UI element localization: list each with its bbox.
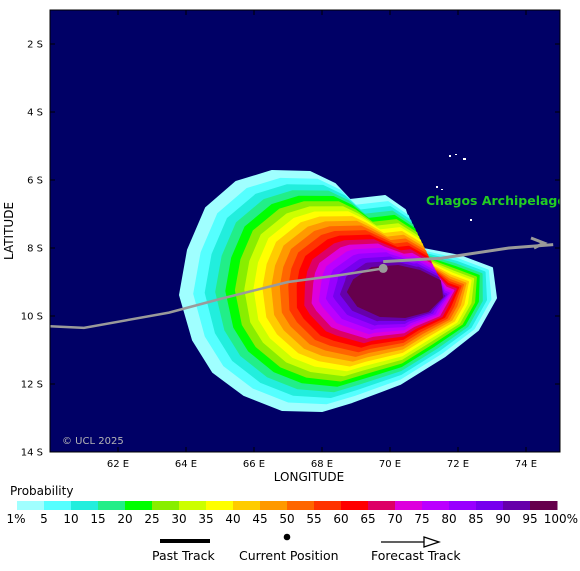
x-tick-label: 66 E — [243, 459, 265, 470]
chagos-archipelago-label: Chagos Archipelago — [426, 193, 566, 208]
scale-label: 80 — [441, 512, 456, 526]
scale-swatch — [449, 501, 477, 510]
scale-swatch — [530, 501, 558, 510]
scale-label: 1% — [6, 512, 25, 526]
scale-label: 55 — [306, 512, 321, 526]
scale-swatch — [206, 501, 234, 510]
x-tick-label: 74 E — [515, 459, 537, 470]
legend-title: Probability — [10, 484, 74, 498]
y-tick-label: 10 S — [21, 312, 43, 323]
forecast-arrowhead — [530, 236, 548, 250]
y-tick-label: 4 S — [27, 108, 43, 119]
strike-probability-map: Chagos Archipelago © UCL 2025 62 E 64 E 66… — [2, 9, 566, 484]
x-tick-label: 72 E — [447, 459, 469, 470]
scale-swatch — [152, 501, 180, 510]
x-tick-label: 68 E — [311, 459, 333, 470]
scale-label: 40 — [225, 512, 240, 526]
chagos-islands — [436, 154, 472, 221]
x-tick-label: 64 E — [175, 459, 197, 470]
scale-label: 60 — [333, 512, 348, 526]
probability-contour-95 — [347, 265, 443, 318]
scale-swatch — [314, 501, 342, 510]
scale-swatch — [98, 501, 126, 510]
scale-swatch — [476, 501, 504, 510]
scale-swatch — [125, 501, 153, 510]
probability-color-scale: 1% 5 10 15 20 25 30 35 40 45 50 55 60 65 70 75 80 85 90 95 1… — [6, 501, 578, 526]
forecast-track-line — [383, 243, 554, 264]
current-position-marker — [378, 263, 388, 273]
track-legend: Past Track Current Position Forecast Tra… — [0, 533, 580, 563]
y-tick-label: 2 S — [27, 40, 43, 51]
scale-label: 85 — [468, 512, 483, 526]
current-position-swatch — [283, 533, 291, 541]
scale-swatch — [260, 501, 288, 510]
scale-label: 65 — [360, 512, 375, 526]
copyright-label: © UCL 2025 — [62, 436, 124, 447]
scale-label: 70 — [387, 512, 402, 526]
past-track-swatch — [160, 539, 210, 543]
scale-label: 5 — [40, 512, 48, 526]
scale-swatch — [368, 501, 396, 510]
scale-label: 100% — [544, 512, 578, 526]
scale-swatch — [233, 501, 261, 510]
scale-swatch — [395, 501, 423, 510]
past-track-label: Past Track — [152, 548, 215, 563]
x-tick-label: 70 E — [379, 459, 401, 470]
scale-label: 75 — [414, 512, 429, 526]
plot-frame — [49, 9, 561, 453]
scale-label: 50 — [279, 512, 294, 526]
x-tick-label: 62 E — [107, 459, 129, 470]
current-position-label: Current Position — [239, 548, 339, 563]
scale-swatch — [341, 501, 369, 510]
y-tick-label: 6 S — [27, 176, 43, 187]
past-track-line — [50, 267, 384, 330]
scale-label: 30 — [171, 512, 186, 526]
scale-swatch — [179, 501, 207, 510]
scale-label: 20 — [117, 512, 132, 526]
scale-label: 25 — [144, 512, 159, 526]
scale-label: 90 — [495, 512, 510, 526]
y-axis: 2 S 4 S 6 S 8 S 10 S 12 S 14 S — [21, 40, 560, 459]
scale-swatch — [503, 501, 531, 510]
scale-swatch — [17, 501, 45, 510]
y-tick-label: 12 S — [21, 380, 43, 391]
y-tick-label: 14 S — [21, 448, 43, 459]
scale-swatch — [71, 501, 99, 510]
x-axis-title: LONGITUDE — [274, 470, 344, 484]
scale-label: 95 — [522, 512, 537, 526]
y-axis-title: LATITUDE — [2, 202, 16, 260]
scale-label: 10 — [63, 512, 78, 526]
scale-label: 45 — [252, 512, 267, 526]
forecast-track-swatch — [381, 536, 441, 548]
scale-swatch — [287, 501, 315, 510]
scale-swatch — [44, 501, 72, 510]
scale-label: 35 — [198, 512, 213, 526]
x-axis: 62 E 64 E 66 E 68 E 70 E 72 E 74 E — [107, 10, 537, 470]
scale-label: 15 — [90, 512, 105, 526]
y-tick-label: 8 S — [27, 244, 43, 255]
forecast-track-label: Forecast Track — [371, 548, 461, 563]
scale-swatch — [422, 501, 450, 510]
probability-contours — [179, 170, 497, 412]
